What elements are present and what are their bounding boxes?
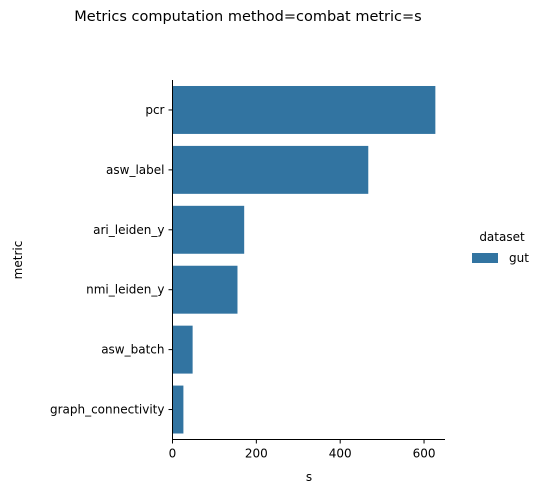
y-tick-label: nmi_leiden_y — [86, 283, 164, 297]
x-axis-label: s — [306, 470, 312, 484]
legend-label: gut — [509, 251, 529, 265]
y-tick-label: graph_connectivity — [50, 403, 165, 417]
y-axis-ticks: pcr asw_label ari_leiden_y nmi_leiden_y asw_… — [50, 103, 173, 417]
bar-asw_batch — [172, 325, 193, 374]
legend: dataset gut — [472, 230, 529, 265]
x-tick-label: 0 — [169, 447, 177, 461]
bars-group — [172, 85, 436, 434]
x-tick-label: 200 — [245, 447, 268, 461]
chart-title: Metrics computation method=combat metric… — [74, 9, 421, 25]
legend-swatch — [472, 253, 498, 263]
y-tick-label: pcr — [145, 103, 164, 117]
y-tick-label: asw_batch — [101, 343, 164, 357]
bar-nmi_leiden_y — [172, 265, 238, 314]
x-tick-label: 600 — [413, 447, 436, 461]
bar-ari_leiden_y — [172, 205, 245, 254]
bar-asw_label — [172, 145, 369, 194]
y-axis-label: metric — [11, 241, 25, 280]
x-tick-label: 400 — [329, 447, 352, 461]
bar-pcr — [172, 85, 436, 134]
x-axis-ticks: 0 200 400 600 — [169, 439, 436, 461]
y-tick-label: ari_leiden_y — [93, 223, 164, 237]
legend-title: dataset — [479, 230, 525, 244]
y-tick-label: asw_label — [106, 163, 164, 177]
bar-graph_connectivity — [172, 385, 184, 434]
